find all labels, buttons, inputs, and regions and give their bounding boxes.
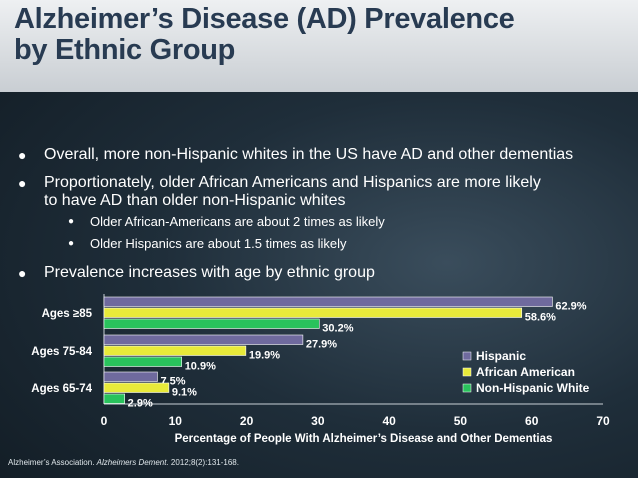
legend-label: Non-Hispanic White [476,381,590,395]
bullet-text: Proportionately, older African Americans… [44,174,634,210]
citation-footer: Alzheimer’s Association. Alzheimers Deme… [8,458,239,467]
x-tick-label: 60 [525,414,539,428]
data-label: 9.1% [172,387,197,399]
legend-swatch [462,367,472,377]
bar [103,296,553,307]
x-tick-label: 10 [169,414,183,428]
category-label: Ages 75-84 [31,346,92,358]
category-label: Ages ≥85 [42,308,93,320]
bar [103,382,170,393]
data-label: 10.9% [185,361,216,373]
bar [103,393,125,404]
data-label: 2.9% [128,398,153,410]
x-tick-label: 40 [382,414,396,428]
bar [103,345,247,356]
sub-bullet-text: Older Hispanics are about 1.5 times as l… [90,236,347,251]
page-title: Alzheimer’s Disease (AD) Prevalence by E… [14,4,624,66]
bullet-dot-icon: ● [18,147,27,163]
bar [103,356,183,367]
legend-swatch [462,383,472,393]
legend-swatch [462,351,472,361]
data-label: 27.9% [306,339,337,351]
data-label: 62.9% [555,301,586,313]
title-line-1: Alzheimer’s Disease (AD) Prevalence [14,3,515,35]
data-label: 19.9% [249,350,280,362]
bullet-text: Overall, more non-Hispanic whites in the… [44,146,574,163]
bullet-text-line: to have AD than older non-Hispanic white… [44,192,346,209]
title-line-2: by Ethnic Group [14,34,236,66]
bar [103,318,320,329]
citation-org: Alzheimer’s Association. [8,458,95,467]
legend-label: African American [476,365,575,379]
bullet-dot-icon: ● [18,265,27,281]
x-axis-title: Percentage of People With Alzheimer’s Di… [175,433,553,445]
citation-ref: 2012;8(2):131-168. [170,458,239,467]
x-tick-label: 30 [311,414,325,428]
x-tick-label: 70 [596,414,610,428]
title-band [0,0,638,92]
citation-journal: Alzheimers Dement. [96,458,169,467]
data-label: 30.2% [322,323,353,335]
x-tick-label: 20 [240,414,254,428]
category-label: Ages 65-74 [31,383,92,395]
data-label: 58.6% [525,312,556,324]
bar [103,334,304,345]
sub-bullet-text: Older African-Americans are about 2 time… [90,214,385,229]
sub-bullet-dot-icon: ● [68,238,75,249]
bullet-text: Prevalence increases with age by ethnic … [44,264,375,281]
bar [103,307,523,318]
x-tick-label: 50 [454,414,468,428]
bullet-dot-icon: ● [18,175,27,191]
legend-label: Hispanic [476,349,526,363]
bar [103,371,158,382]
x-tick-label: 0 [101,414,108,428]
bullet-text-line: Proportionately, older African Americans… [44,174,541,191]
sub-bullet-dot-icon: ● [68,216,75,227]
